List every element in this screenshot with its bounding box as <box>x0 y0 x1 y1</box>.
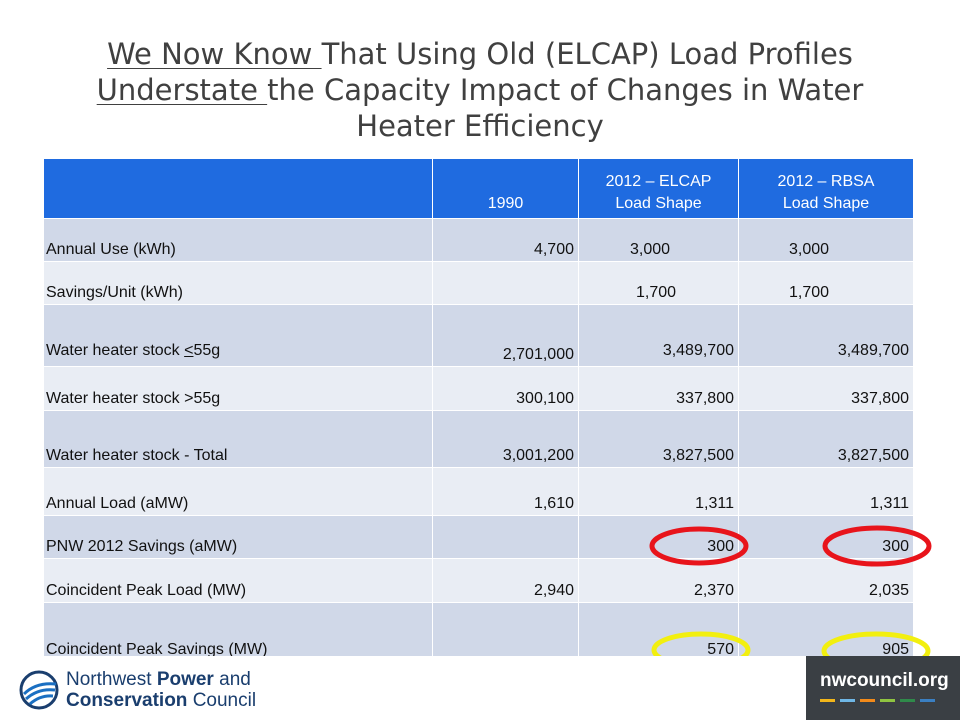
table-row: Coincident Peak Savings (MW) 570 905 <box>44 603 914 662</box>
brand-stripe <box>900 699 915 702</box>
value-elcap: 3,000 <box>630 241 671 258</box>
row-label: Water heater stock <55g <box>46 342 221 359</box>
header-1990: 1990 <box>433 159 579 219</box>
brand-stripe <box>840 699 855 702</box>
title-underlined-2: Understate <box>96 73 268 107</box>
brand-stripe <box>880 699 895 702</box>
header-rbsa: 2012 – RBSA Load Shape <box>739 159 914 219</box>
value-rbsa: 3,489,700 <box>837 342 909 359</box>
value-rbsa: 337,800 <box>851 390 909 407</box>
brand-stripe <box>860 699 875 702</box>
row-label: Coincident Peak Savings (MW) <box>46 641 268 658</box>
title-underlined-1: We Now Know <box>107 37 322 71</box>
value-rbsa: 3,827,500 <box>837 447 909 464</box>
header-empty <box>44 159 433 219</box>
row-label: Coincident Peak Load (MW) <box>46 582 247 599</box>
value-elcap: 300 <box>707 538 734 555</box>
table-row: PNW 2012 Savings (aMW) 300 300 <box>44 516 914 559</box>
slide-title: We Now Know That Using Old (ELCAP) Load … <box>30 36 930 144</box>
header-elcap: 2012 – ELCAP Load Shape <box>579 159 739 219</box>
table-row: Water heater stock - Total 3,001,200 3,8… <box>44 411 914 468</box>
row-label: Water heater stock >55g <box>46 390 221 407</box>
council-logo-icon <box>19 670 59 710</box>
table-row: Annual Load (aMW) 1,610 1,311 1,311 <box>44 468 914 516</box>
title-text-2: the Capacity Impact of Changes in Water <box>267 73 864 107</box>
brand-stripe <box>820 699 835 702</box>
value-rbsa: 300 <box>882 538 909 555</box>
table-header-row: 1990 2012 – ELCAP Load Shape 2012 – RBSA… <box>44 159 914 219</box>
brand-stripe <box>920 699 935 702</box>
value-1990: 2,940 <box>533 582 574 599</box>
value-rbsa: 3,000 <box>789 241 830 258</box>
value-1990: 2,701,000 <box>502 346 574 363</box>
value-elcap: 1,700 <box>636 284 677 301</box>
title-text-3: Heater Efficiency <box>356 109 604 143</box>
value-elcap: 1,311 <box>695 495 734 512</box>
value-1990: 1,610 <box>533 495 574 512</box>
org-name-line2: Conservation Council <box>66 690 257 711</box>
value-rbsa: 1,700 <box>789 284 830 301</box>
value-1990: 4,700 <box>533 241 574 258</box>
title-text-1: That Using Old (ELCAP) Load Profiles <box>321 37 853 71</box>
value-elcap: 2,370 <box>693 582 734 599</box>
value-elcap: 337,800 <box>676 390 734 407</box>
footer <box>0 656 960 720</box>
value-elcap: 3,827,500 <box>662 447 734 464</box>
value-1990: 3,001,200 <box>502 447 574 464</box>
row-label: Water heater stock - Total <box>46 447 228 464</box>
row-label: Savings/Unit (kWh) <box>46 284 183 301</box>
table-row: Water heater stock <55g 2,701,000 3,489,… <box>44 305 914 367</box>
table-row: Annual Use (kWh) 4,700 3,000 3,000 <box>44 219 914 262</box>
table-row: Coincident Peak Load (MW) 2,940 2,370 2,… <box>44 559 914 603</box>
value-1990: 300,100 <box>516 390 574 407</box>
value-rbsa: 2,035 <box>868 582 909 599</box>
value-elcap: 3,489,700 <box>662 342 734 359</box>
table-row: Water heater stock >55g 300,100 337,800 … <box>44 367 914 411</box>
website-badge[interactable]: nwcouncil.org <box>806 656 960 720</box>
table-row: Savings/Unit (kWh) 1,700 1,700 <box>44 262 914 305</box>
value-rbsa: 1,311 <box>870 495 909 512</box>
row-label: Annual Load (aMW) <box>46 495 189 512</box>
website-label: nwcouncil.org <box>820 670 949 691</box>
row-label: Annual Use (kWh) <box>46 241 176 258</box>
org-name-line1: Northwest Power and <box>66 669 251 690</box>
row-label: PNW 2012 Savings (aMW) <box>46 538 238 555</box>
